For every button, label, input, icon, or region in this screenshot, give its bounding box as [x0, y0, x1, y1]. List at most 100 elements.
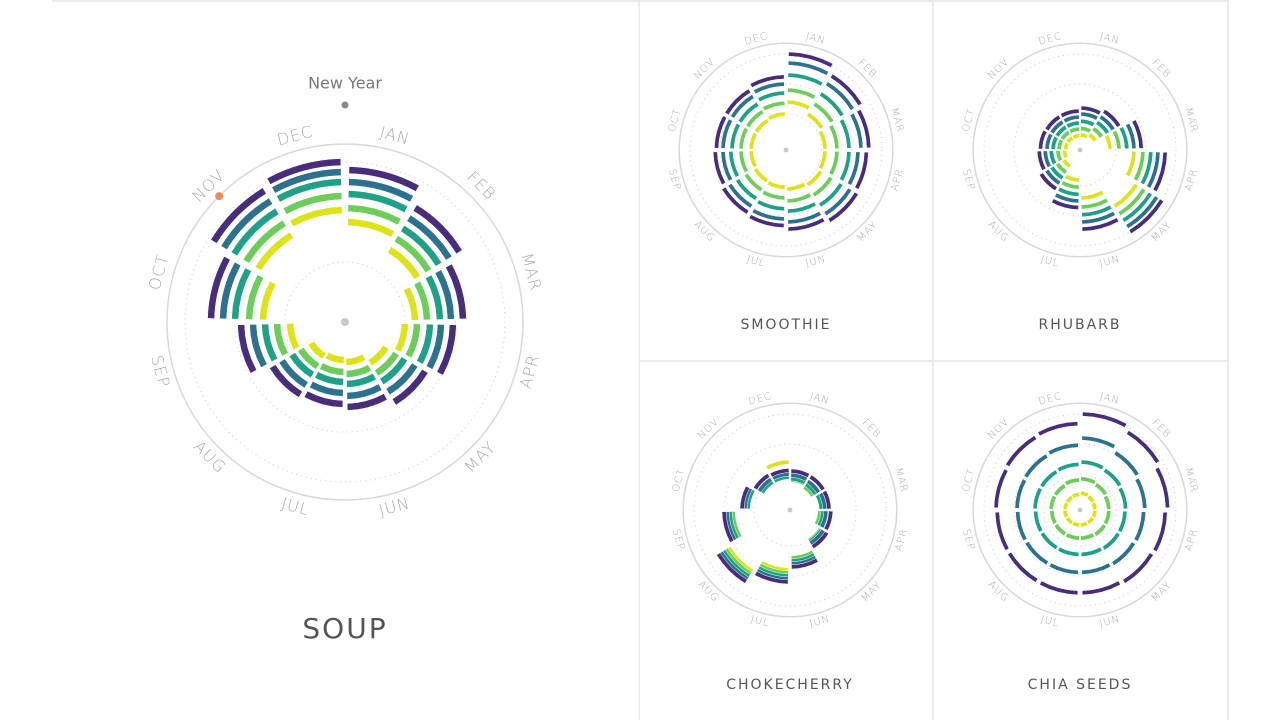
week-mark [1049, 119, 1065, 135]
month-label: SEP [670, 528, 686, 552]
week-mark [754, 571, 789, 585]
label-backdrop [691, 55, 718, 82]
annotation: New Year [308, 74, 382, 93]
month-label: JUN [1099, 254, 1122, 270]
week-mark [1134, 477, 1148, 509]
week-mark [230, 207, 280, 257]
week-mark [1102, 108, 1122, 128]
label-backdrop [670, 525, 688, 554]
week-mark [1095, 120, 1110, 135]
guide-circle [983, 53, 1177, 247]
week-mark [1049, 165, 1065, 181]
week-mark [1081, 580, 1121, 596]
week-mark [1080, 111, 1099, 121]
week-mark [1047, 442, 1079, 456]
week-mark [1081, 197, 1109, 210]
week-mark [1039, 580, 1079, 596]
week-mark [812, 176, 834, 198]
week-mark [1071, 492, 1080, 499]
week-mark [738, 127, 749, 150]
week-mark [1051, 198, 1079, 210]
month-label: JAN [378, 122, 412, 148]
week-mark [727, 183, 753, 209]
week-mark [346, 393, 388, 411]
week-mark [303, 390, 344, 408]
week-mark [394, 323, 409, 353]
week-mark [319, 362, 345, 376]
label-backdrop [1036, 252, 1065, 270]
week-mark [210, 187, 267, 244]
label-backdrop [145, 348, 174, 396]
label-backdrop [1095, 612, 1124, 630]
week-mark [753, 473, 771, 491]
week-mark [751, 208, 785, 222]
week-mark [231, 267, 252, 320]
month-label: APR [889, 167, 906, 192]
chart-title: CHIA SEEDS [1028, 677, 1133, 693]
week-mark [412, 204, 463, 255]
week-mark [348, 178, 414, 203]
guide-circle [693, 413, 887, 607]
annotation-dot [341, 101, 349, 109]
month-label: APR [1183, 167, 1200, 192]
week-mark [394, 235, 432, 273]
week-mark [400, 224, 443, 267]
week-mark [347, 218, 395, 238]
month-label: JUL [750, 614, 771, 630]
outer-ring [166, 143, 524, 501]
week-mark [1065, 135, 1074, 144]
week-mark [289, 206, 343, 227]
week-mark [808, 474, 826, 492]
label-backdrop [1182, 466, 1200, 495]
week-mark [1081, 217, 1120, 232]
guide-circle [689, 53, 883, 247]
week-mark [787, 60, 829, 76]
week-mark [769, 468, 790, 478]
guide-circle [1043, 473, 1117, 547]
week-mark [993, 468, 1009, 509]
week-mark [347, 204, 402, 226]
guide-circle [234, 211, 456, 433]
week-mark [346, 383, 383, 400]
week-mark [1094, 482, 1108, 496]
week-mark [1064, 477, 1080, 486]
week-mark [1039, 469, 1058, 488]
week-mark [806, 112, 824, 130]
week-mark [1091, 126, 1104, 139]
week-mark [297, 346, 321, 370]
week-mark [282, 192, 343, 215]
week-mark [822, 490, 832, 510]
week-mark [1117, 510, 1128, 533]
week-mark [712, 151, 726, 186]
week-mark [1140, 151, 1154, 186]
week-mark [1038, 129, 1048, 150]
week-mark [1121, 191, 1153, 223]
week-mark [1048, 562, 1079, 575]
highlight-dot [215, 192, 224, 201]
week-mark [1118, 126, 1130, 150]
week-mark [1048, 150, 1057, 166]
week-mark [249, 324, 268, 368]
week-mark [1122, 552, 1154, 584]
center-dot [341, 318, 349, 326]
week-mark [812, 101, 835, 124]
label-backdrop [892, 525, 910, 554]
week-mark [1056, 462, 1080, 473]
week-mark [404, 323, 421, 359]
week-mark [219, 261, 242, 320]
week-mark [787, 201, 817, 214]
week-mark [1057, 186, 1080, 197]
radial-chart: JANFEBMARAPRMAYJUNJULAUGSEPOCTNOVDECSOUP… [145, 74, 546, 646]
center-dot [1077, 147, 1083, 153]
week-mark [738, 150, 749, 173]
week-mark [1049, 510, 1058, 525]
label-backdrop [666, 165, 684, 194]
week-mark [839, 151, 852, 182]
center-dot [787, 507, 793, 513]
month-label: JAN [809, 391, 831, 407]
center-dot [1077, 507, 1083, 513]
label-backdrop [960, 106, 978, 135]
week-mark [307, 340, 327, 360]
month-label: DEC [275, 122, 315, 150]
week-mark [767, 111, 786, 121]
